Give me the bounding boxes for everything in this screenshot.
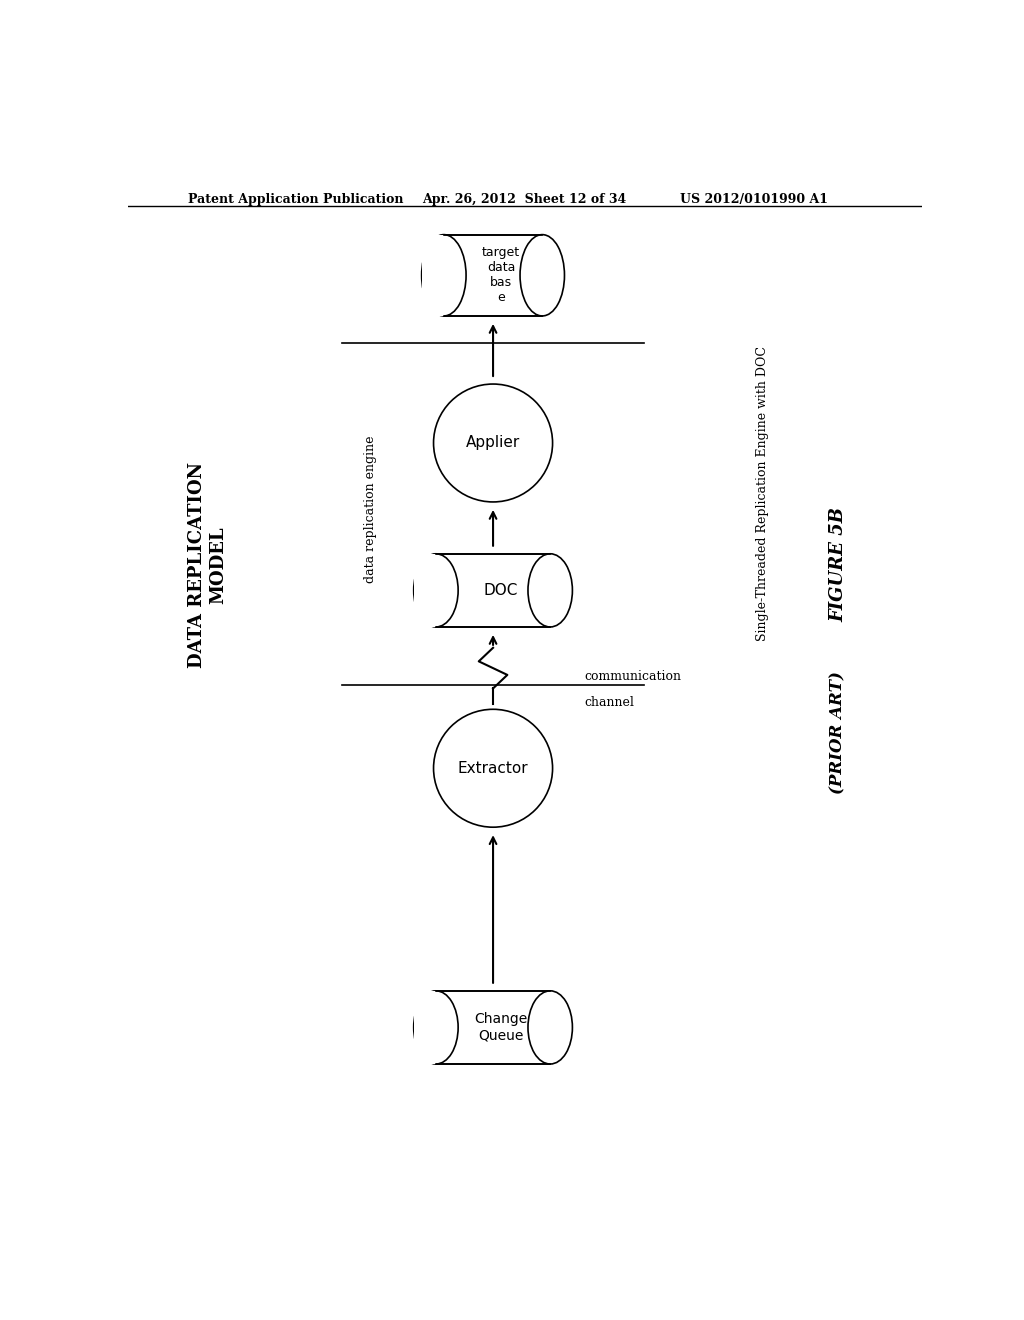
Text: data replication engine: data replication engine	[364, 436, 377, 583]
Text: (PRIOR ART): (PRIOR ART)	[829, 672, 847, 795]
Bar	[436, 991, 550, 1064]
Ellipse shape	[520, 235, 564, 315]
Ellipse shape	[528, 554, 572, 627]
Text: FIGURE 5B: FIGURE 5B	[829, 507, 847, 623]
Ellipse shape	[414, 554, 458, 627]
Text: target
data
bas
e: target data bas e	[482, 247, 520, 305]
Text: DATA REPLICATION
MODEL: DATA REPLICATION MODEL	[188, 462, 226, 668]
Bar	[443, 235, 543, 315]
Bar	[414, 991, 436, 1064]
Ellipse shape	[414, 991, 458, 1064]
Text: Extractor: Extractor	[458, 760, 528, 776]
Ellipse shape	[528, 991, 572, 1064]
Text: Apr. 26, 2012  Sheet 12 of 34: Apr. 26, 2012 Sheet 12 of 34	[422, 193, 626, 206]
Text: communication: communication	[585, 671, 681, 684]
Text: Change
Queue: Change Queue	[474, 1012, 527, 1043]
Text: Single-Threaded Replication Engine with DOC: Single-Threaded Replication Engine with …	[757, 346, 769, 642]
Ellipse shape	[433, 384, 553, 502]
Text: US 2012/0101990 A1: US 2012/0101990 A1	[680, 193, 827, 206]
Bar	[414, 554, 436, 627]
Ellipse shape	[433, 709, 553, 828]
Text: Patent Application Publication: Patent Application Publication	[187, 193, 403, 206]
Text: Applier: Applier	[466, 436, 520, 450]
Ellipse shape	[422, 235, 466, 315]
Text: DOC: DOC	[483, 583, 518, 598]
Bar	[436, 554, 550, 627]
Bar	[422, 235, 443, 315]
Text: channel: channel	[585, 696, 634, 709]
